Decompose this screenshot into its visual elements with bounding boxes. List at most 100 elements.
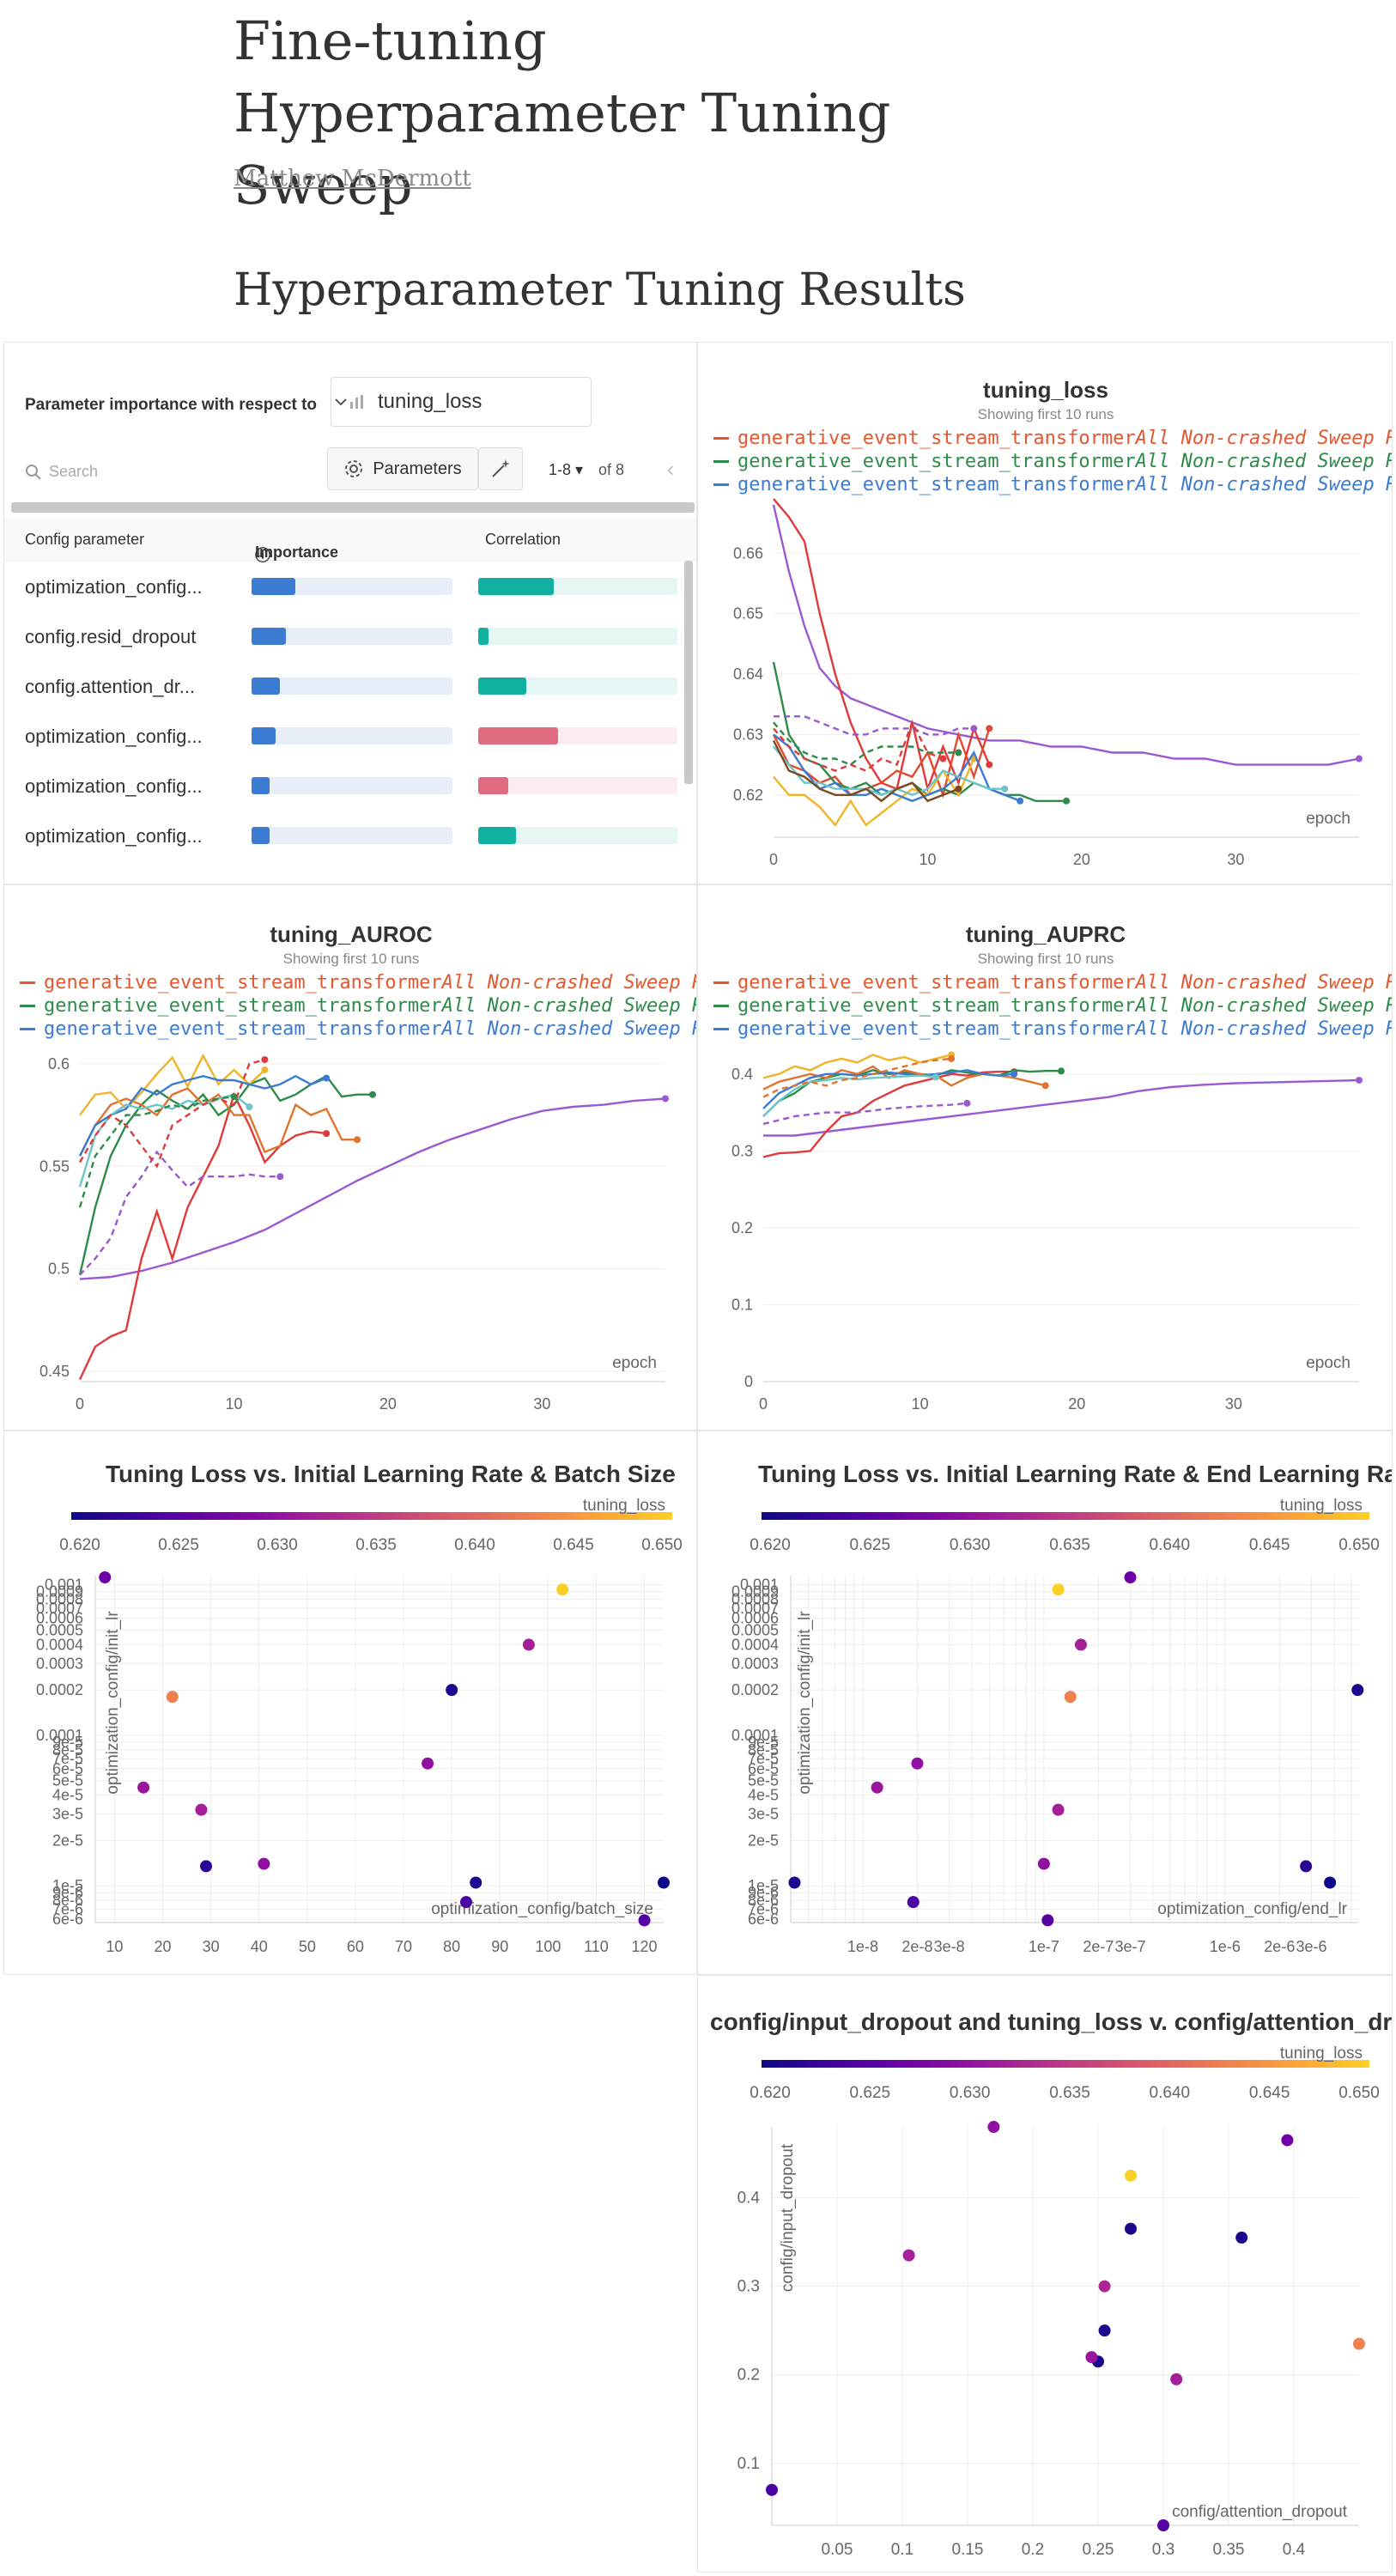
legend-entry[interactable]: generative_event_stream_transformer All … — [713, 994, 1392, 1018]
series-end-point — [1011, 1070, 1018, 1078]
x-tick-label: 0.1 — [891, 2541, 913, 2559]
lr-batch-scatter-chart[interactable]: tuning_loss 0.620 0.625 0.630 0.635 0.640 0.64… — [4, 1431, 697, 1975]
y-tick-label: 3e-5 — [52, 1806, 83, 1823]
y-tick-label: 7e-6 — [52, 1900, 83, 1917]
x-tick-label: 3e-8 — [934, 1938, 965, 1955]
y-tick-label: 0.0004 — [36, 1636, 83, 1653]
y-tick-label: 0.0009 — [731, 1583, 779, 1601]
search-field[interactable]: Search — [25, 463, 98, 481]
x-tick-label: 0.25 — [1083, 2541, 1114, 2559]
pager-prev-button[interactable]: ‹ — [667, 458, 674, 481]
chart-title: tuning_AUROC — [270, 921, 433, 947]
colorbar-tick: 0.630 — [257, 1536, 298, 1554]
legend-entry[interactable]: generative_event_stream_transformer All … — [20, 1018, 696, 1041]
scatter-point — [1353, 2337, 1365, 2350]
colorbar — [762, 1512, 1369, 1520]
dropout-scatter-chart[interactable]: tuning_loss 0.620 0.625 0.630 0.635 0.640 0.64… — [698, 1976, 1393, 2573]
x-tick-label: 80 — [443, 1938, 460, 1955]
legend-entry[interactable]: generative_event_stream_transformer All … — [713, 427, 1392, 450]
importance-bar-fill — [252, 677, 280, 695]
x-tick-label: 10 — [912, 1395, 929, 1413]
correlation-bar-fill — [478, 827, 517, 844]
y-tick-label: 1e-5 — [52, 1877, 83, 1894]
importance-bar — [252, 677, 452, 695]
x-tick-label: 50 — [299, 1938, 316, 1955]
x-tick-label: 10 — [106, 1938, 123, 1955]
series-line — [78, 1058, 265, 1169]
tuning-loss-panel: tuning_loss Showing first 10 runs genera… — [697, 342, 1393, 884]
param-row[interactable]: config.resid_dropout — [4, 611, 683, 660]
importance-bar-fill — [252, 827, 270, 844]
legend-entry[interactable]: generative_event_stream_transformer All … — [713, 1018, 1392, 1041]
legend-name: generative_event_stream_transformer — [737, 451, 1136, 472]
importance-bar — [252, 827, 452, 844]
tuning-auroc-chart[interactable]: 0.45 0.5 0.55 0.6 0 10 20 30 epoch — [4, 885, 697, 1431]
legend-entry[interactable]: generative_event_stream_transformer All … — [20, 971, 696, 994]
param-row[interactable]: config.attention_dr... — [4, 660, 683, 710]
y-tick-label: 0.63 — [733, 726, 763, 743]
x-tick-label: 100 — [535, 1938, 561, 1955]
colorbar-tick: 0.645 — [553, 1536, 594, 1554]
importance-bar-fill — [252, 578, 296, 595]
x-tick-label: 0.4 — [1283, 2541, 1306, 2559]
tuning-auprc-chart[interactable]: 0 0.1 0.2 0.3 0.4 0 10 20 30 epoch — [698, 885, 1393, 1431]
series-line — [78, 1087, 358, 1157]
scatter-point — [195, 1803, 208, 1816]
parameters-button[interactable]: Parameters — [327, 447, 478, 490]
param-row[interactable]: optimization_config... — [4, 561, 683, 611]
gear-icon — [345, 460, 363, 477]
scatter-point — [1170, 2372, 1183, 2385]
legend-entry[interactable]: generative_event_stream_transformer All … — [713, 450, 1392, 473]
y-tick-label: 0.0001 — [36, 1727, 83, 1744]
series-end-point — [369, 1091, 376, 1098]
y-tick-label: 7e-6 — [748, 1900, 779, 1917]
horizontal-scrollbar[interactable] — [11, 502, 695, 513]
legend-name: generative_event_stream_transformer — [737, 1018, 1136, 1040]
series-end-point — [323, 1130, 331, 1138]
x-tick-label: 70 — [395, 1938, 412, 1955]
series-end-point — [354, 1136, 361, 1144]
x-tick-label: 0 — [769, 851, 778, 868]
author-link[interactable]: Matthew McDermott — [234, 166, 471, 191]
pager-range[interactable]: 1-8 ▾ — [549, 461, 584, 478]
colorbar-tick: 0.620 — [750, 1536, 791, 1554]
magic-wand-button[interactable] — [478, 447, 523, 490]
param-name: optimization_config... — [25, 825, 203, 847]
x-tick-label: 40 — [251, 1938, 268, 1955]
tuning-loss-chart[interactable]: 0.62 0.63 0.64 0.65 0.66 0 10 20 30 epoch — [698, 343, 1393, 884]
scatter-point — [522, 1638, 535, 1651]
metric-dropdown[interactable]: tuning_loss — [331, 377, 592, 427]
param-name: config.resid_dropout — [25, 626, 197, 647]
x-tick-label: 0.15 — [952, 2541, 984, 2559]
legend-swatch — [713, 483, 729, 486]
legend-entry[interactable]: generative_event_stream_transformer All … — [713, 971, 1392, 994]
series-end-point — [948, 1054, 956, 1062]
param-row[interactable]: optimization_config... — [4, 810, 683, 860]
x-tick-label: 120 — [632, 1938, 658, 1955]
y-tick-label: 9e-5 — [748, 1734, 779, 1751]
y-tick-label: 0.66 — [733, 544, 763, 562]
legend-group: All Non-crashed Sweep Runs — [441, 972, 696, 993]
scatter-point — [99, 1571, 112, 1584]
y-tick-label: 5e-5 — [748, 1772, 779, 1789]
scatter-point — [166, 1691, 179, 1704]
legend-swatch — [20, 1005, 35, 1007]
y-tick-label: 2e-5 — [52, 1832, 83, 1849]
series-end-point — [1356, 1076, 1363, 1084]
param-row[interactable]: optimization_config... — [4, 760, 683, 810]
colorbar-tick: 0.640 — [1150, 1536, 1191, 1554]
series-line — [762, 1069, 1015, 1109]
x-tick-label: 3e-6 — [1296, 1938, 1326, 1955]
param-row[interactable]: optimization_config... — [4, 710, 683, 760]
lr-endlr-scatter-chart[interactable]: tuning_loss 0.620 0.625 0.630 0.635 0.640 0.64… — [698, 1431, 1393, 1975]
series-end-point — [230, 1093, 238, 1101]
legend-entry[interactable]: generative_event_stream_transformer All … — [713, 473, 1392, 496]
y-tick-label: 0.0005 — [731, 1621, 779, 1638]
y-tick-label: 0.45 — [39, 1363, 70, 1380]
colorbar-label: tuning_loss — [1280, 1497, 1363, 1515]
vertical-scrollbar[interactable] — [684, 561, 693, 784]
colorbar-tick: 0.635 — [1049, 2084, 1090, 2102]
x-tick-label: 0 — [759, 1395, 768, 1413]
y-tick-label: 0.2 — [731, 1219, 753, 1236]
legend-entry[interactable]: generative_event_stream_transformer All … — [20, 994, 696, 1018]
